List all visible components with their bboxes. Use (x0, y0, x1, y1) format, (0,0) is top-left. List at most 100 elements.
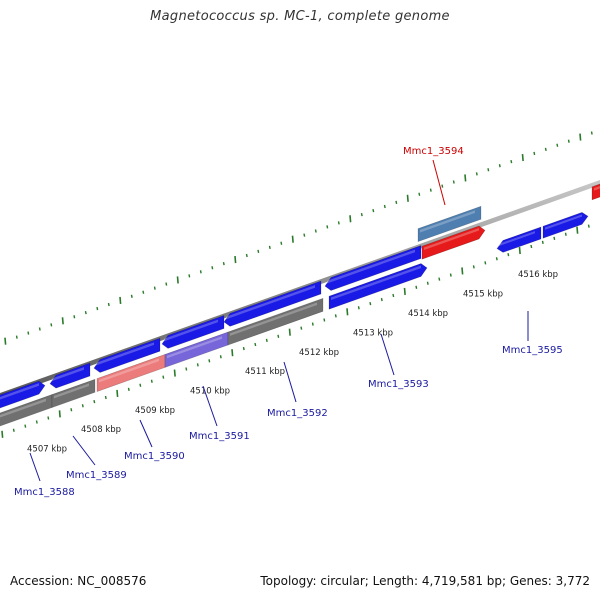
gene-label: Mmc1_3592 (267, 408, 328, 419)
callout-line (432, 159, 446, 206)
inner-track-major-tick (116, 389, 119, 398)
gene-label: Mmc1_3593 (368, 379, 429, 390)
inner-track-major-tick (1, 430, 4, 438)
gene-3593-lower (328, 263, 428, 310)
callout-line (380, 333, 395, 376)
outer-track-major-tick (4, 337, 7, 345)
outer-track-minor-tick (222, 262, 225, 266)
gene-3591-forward (161, 315, 225, 349)
inner-track-minor-tick (265, 338, 268, 343)
outer-track-major-tick (521, 153, 524, 162)
outer-track-minor-tick (544, 147, 547, 151)
gene-3589-forward (49, 362, 91, 389)
gene-3588-forward-sheen (0, 383, 39, 400)
kbp-label: 4513 kbp (353, 329, 393, 339)
inner-track-major-tick (576, 226, 579, 234)
inner-track-minor-tick (104, 395, 107, 400)
gene-3594-steel (417, 205, 482, 243)
outer-track-minor-tick (15, 335, 18, 339)
gene-3588-forward (0, 380, 46, 409)
inner-track-minor-tick (139, 383, 142, 387)
inner-track-minor-tick (70, 408, 73, 412)
outer-track-minor-tick (556, 143, 559, 147)
outer-track-major-tick (349, 215, 352, 223)
inner-track-minor-tick (150, 379, 153, 383)
gene-3593-forward-sheen (327, 249, 415, 284)
gene-label: Mmc1_3591 (189, 431, 250, 442)
kbp-label: 4508 kbp (81, 425, 121, 435)
outer-track-major-tick (119, 296, 122, 304)
outer-track-minor-tick (372, 208, 375, 213)
gene-3590-pink-sheen (99, 358, 159, 383)
inner-track-minor-tick (484, 261, 487, 265)
inner-track-minor-tick (47, 416, 50, 420)
gene-label: Mmc1_3595 (502, 345, 563, 356)
inner-track-major-tick (403, 287, 406, 295)
gene-edge-red (591, 183, 600, 201)
inner-track-minor-tick (334, 314, 337, 318)
inner-track-minor-tick (541, 240, 544, 245)
outer-track-minor-tick (96, 306, 99, 311)
kbp-label: 4514 kbp (408, 309, 448, 319)
kbp-label: 4515 kbp (463, 290, 503, 300)
inner-track-minor-tick (369, 302, 372, 306)
gene-3592-forward (223, 280, 322, 327)
outer-track-minor-tick (188, 274, 191, 278)
inner-track-minor-tick (564, 232, 567, 236)
gene-labels: Mmc1_3588 Mmc1_3589 Mmc1_3590 Mmc1_3591 Mmc1… (14, 146, 563, 498)
accession-text: Accession: NC_008576 (10, 574, 147, 588)
gene-3592-forward-sheen (226, 285, 315, 320)
inner-tick-track (1, 224, 590, 438)
inner-track-minor-tick (35, 420, 38, 424)
outer-track-minor-tick (452, 180, 455, 184)
gene-3594-steel-sheen (420, 210, 475, 233)
gene-3593-lower-sheen (331, 265, 421, 301)
kbp-scale-labels: 4507 kbp 4508 kbp 4509 kbp 4510 kbp 4511 kbp… (27, 270, 558, 454)
gene-3595-forward-a (496, 226, 542, 253)
gene-edge-red-sheen (594, 186, 600, 191)
outer-track-minor-tick (441, 184, 444, 188)
outer-track-minor-tick (268, 245, 271, 249)
outer-track-minor-tick (38, 327, 41, 331)
inner-track-minor-tick (587, 224, 590, 228)
gene-3591-forward-sheen (164, 319, 218, 342)
gene-3594-red-sheen (424, 227, 479, 251)
outer-track-minor-tick (245, 253, 248, 258)
inner-track-minor-tick (12, 428, 15, 432)
outer-track-minor-tick (27, 331, 30, 335)
callout-line (202, 385, 218, 427)
inner-track-major-tick (518, 247, 521, 255)
outer-track-major-tick (176, 276, 179, 284)
inner-track-major-tick (173, 369, 176, 377)
inner-track-minor-tick (24, 424, 27, 428)
gene-3589-reverse-sheen (54, 383, 89, 399)
inner-track-minor-tick (426, 281, 429, 285)
callout-line (139, 419, 153, 448)
outer-track-minor-tick (107, 302, 110, 307)
gene-3591-violet-sheen (167, 336, 222, 359)
gene-3595-forward-a-sheen (499, 231, 535, 247)
kbp-label: 4511 kbp (245, 367, 285, 377)
inner-track-minor-tick (323, 318, 326, 322)
outer-track-minor-tick (303, 233, 306, 237)
gene-3589-forward-sheen (52, 367, 84, 382)
outer-track-minor-tick (383, 204, 386, 209)
outer-track-minor-tick (590, 131, 593, 135)
gene-3595-forward-b-sheen (545, 214, 582, 230)
kbp-label: 4516 kbp (518, 270, 558, 280)
outer-track-minor-tick (314, 229, 317, 233)
kbp-label: 4509 kbp (135, 406, 175, 416)
inner-track-major-tick (288, 328, 291, 336)
outer-track-minor-tick (487, 168, 490, 172)
inner-track-minor-tick (81, 404, 84, 408)
gene-3595-forward-b (542, 212, 589, 239)
outer-track-minor-tick (257, 249, 260, 254)
outer-track-major-tick (406, 194, 409, 202)
inner-track-minor-tick (380, 297, 383, 302)
inner-track-major-tick (58, 410, 61, 418)
gene-3594-red (421, 225, 486, 260)
kbp-label: 4507 kbp (27, 444, 67, 454)
outer-tick-track (4, 131, 593, 345)
outer-track-minor-tick (211, 266, 214, 270)
